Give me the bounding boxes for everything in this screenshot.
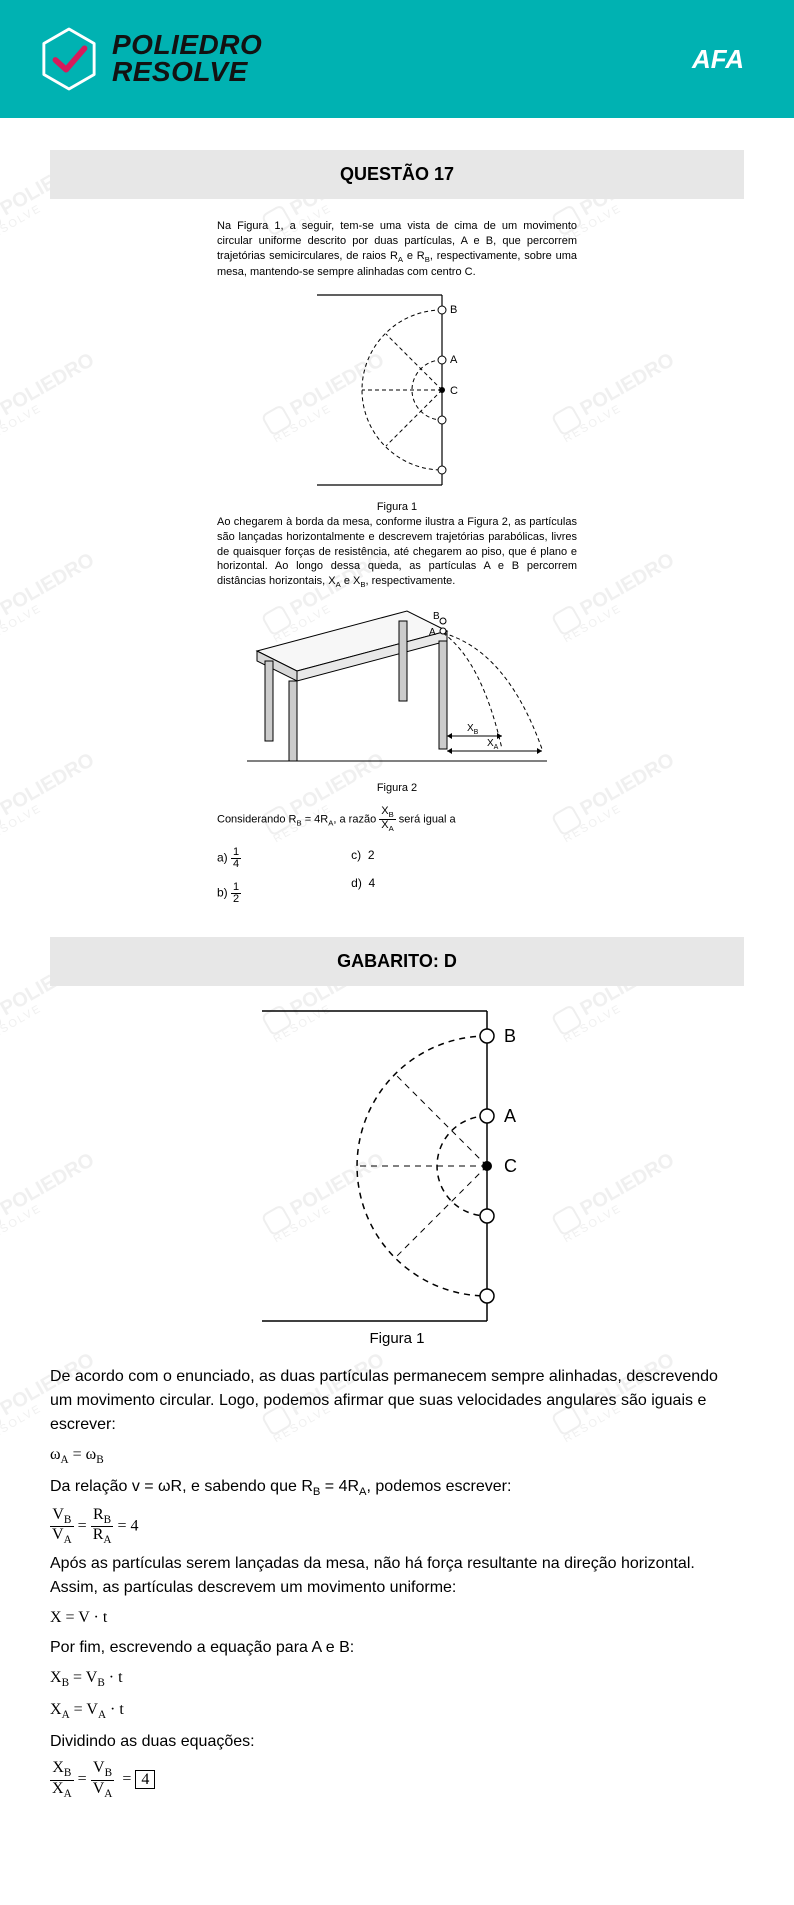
equation-5: XBXA = VBVA = 4 <box>50 1760 744 1800</box>
question-paragraph-1: Na Figura 1, a seguir, tem-se uma vista … <box>217 219 577 280</box>
svg-text:A: A <box>504 1106 516 1126</box>
svg-text:C: C <box>450 385 458 397</box>
solution-p5: Dividindo as duas equações: <box>50 1730 744 1754</box>
figure-2-caption: Figura 2 <box>217 781 577 796</box>
option-c: c) 2 <box>351 847 375 863</box>
solution-p4: Por fim, escrevendo a equação para A e B… <box>50 1636 744 1660</box>
svg-text:B: B <box>504 1026 516 1046</box>
option-d: d) 4 <box>351 875 375 891</box>
svg-text:A: A <box>429 627 436 638</box>
question-consider: Considerando RB = 4RA, a razão XBXA será… <box>217 806 577 833</box>
figure-1-small: B A C <box>297 290 497 490</box>
svg-text:XB: XB <box>467 723 479 736</box>
svg-text:B: B <box>450 304 457 316</box>
svg-text:B: B <box>433 611 440 622</box>
brand-line1: POLIEDRO <box>112 32 262 59</box>
options: a) 14 b) 12 c) 2 d) 4 <box>217 847 577 905</box>
equation-2: VBVA = RBRA = 4 <box>50 1507 744 1547</box>
answer-bar: GABARITO: D <box>50 937 744 986</box>
hexagon-check-icon <box>40 27 98 91</box>
question-body: Na Figura 1, a seguir, tem-se uma vista … <box>217 219 577 905</box>
equation-3: X = V · t <box>50 1606 744 1630</box>
option-b: b) 12 <box>217 882 241 905</box>
solution-p2: Da relação v = ωR, e sabendo que RB = 4R… <box>50 1475 744 1501</box>
equation-4a: XB = VB · t <box>50 1666 744 1692</box>
equation-1: ωA = ωB <box>50 1443 744 1469</box>
figure-1-large: B A C <box>232 1006 562 1326</box>
brand-logo: POLIEDRO RESOLVE <box>40 27 262 91</box>
svg-text:A: A <box>450 354 458 366</box>
equation-4b: XA = VA · t <box>50 1698 744 1724</box>
question-bar: QUESTÃO 17 <box>50 150 744 199</box>
question-paragraph-2: Ao chegarem à borda da mesa, conforme il… <box>217 515 577 591</box>
figure-1-caption: Figura 1 <box>217 500 577 515</box>
solution-p1: De acordo com o enunciado, as duas partí… <box>50 1365 744 1437</box>
option-a: a) 14 <box>217 847 241 870</box>
figure-2: B A XB XA <box>247 601 547 771</box>
svg-text:XA: XA <box>487 738 499 751</box>
header-bar: POLIEDRO RESOLVE AFA <box>0 0 794 118</box>
exam-label: AFA <box>692 44 744 75</box>
brand-line2: RESOLVE <box>112 59 262 86</box>
figure-1-large-caption: Figura 1 <box>0 1330 794 1347</box>
solution-p3: Após as partículas serem lançadas da mes… <box>50 1552 744 1600</box>
svg-text:C: C <box>504 1156 517 1176</box>
solution-body: De acordo com o enunciado, as duas partí… <box>0 1365 794 1867</box>
